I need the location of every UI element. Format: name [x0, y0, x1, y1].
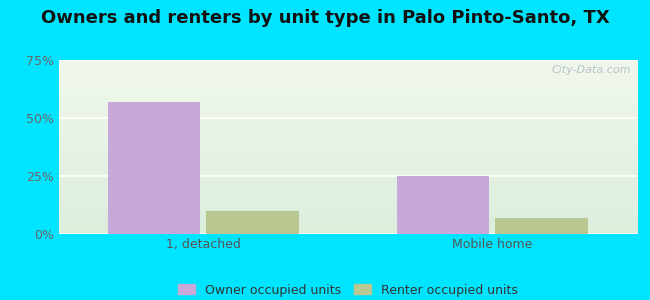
Bar: [206, 211, 298, 234]
Legend: Owner occupied units, Renter occupied units: Owner occupied units, Renter occupied un…: [172, 278, 523, 300]
Bar: [495, 218, 588, 234]
Text: Owners and renters by unit type in Palo Pinto-Santo, TX: Owners and renters by unit type in Palo …: [40, 9, 610, 27]
Bar: [397, 176, 489, 234]
Bar: [108, 102, 200, 234]
Text: City-Data.com: City-Data.com: [552, 65, 631, 75]
